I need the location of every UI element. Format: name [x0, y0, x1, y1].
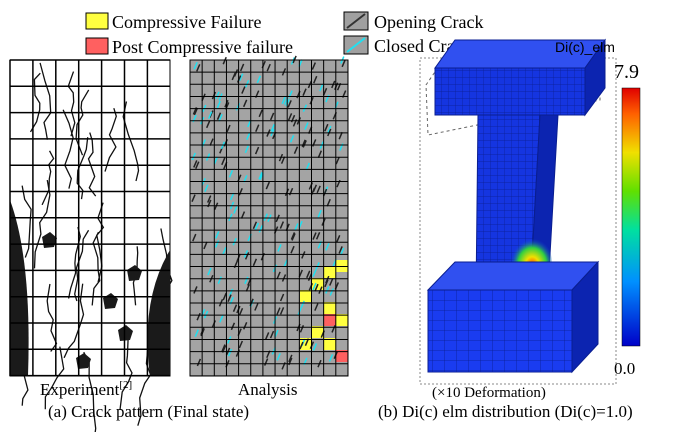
- failure-cell: [336, 314, 348, 326]
- failure-cell: [324, 302, 336, 314]
- label-text: Experiment: [40, 380, 120, 399]
- panel-label: Experiment[2]: [40, 379, 132, 399]
- legend-label: Post Compressive failure: [112, 37, 293, 57]
- cap-front: [435, 68, 585, 115]
- failure-cell: [324, 266, 336, 278]
- panel-label: Analysis: [238, 380, 298, 399]
- colorbar-min: 0.0: [614, 359, 635, 378]
- legend-swatch: [86, 13, 108, 29]
- caption: (b) Di(c) elm distribution (Di(c)=1.0): [378, 402, 633, 421]
- figure: Compressive Failure Post Compressive fai…: [0, 0, 684, 432]
- colorbar-title: Di(c)_elm: [555, 39, 615, 55]
- legend-label: Opening Crack: [374, 12, 483, 32]
- base-top: [428, 262, 598, 290]
- base-front: [428, 290, 572, 372]
- legend-swatch: [86, 38, 108, 54]
- reference: [2]: [119, 379, 132, 391]
- failure-cell: [336, 260, 348, 272]
- colorbar: [622, 88, 640, 346]
- analysis-panel: [190, 56, 348, 376]
- failure-cell: [324, 314, 336, 326]
- failure-cell: [300, 290, 312, 302]
- colorbar-max: 7.9: [614, 61, 639, 83]
- legend-label: Compressive Failure: [112, 12, 261, 32]
- caption: (a) Crack pattern (Final state): [48, 402, 249, 421]
- fe-model: [420, 40, 616, 384]
- experiment-panel: [10, 60, 172, 432]
- annotation: (×10 Deformation): [432, 385, 546, 401]
